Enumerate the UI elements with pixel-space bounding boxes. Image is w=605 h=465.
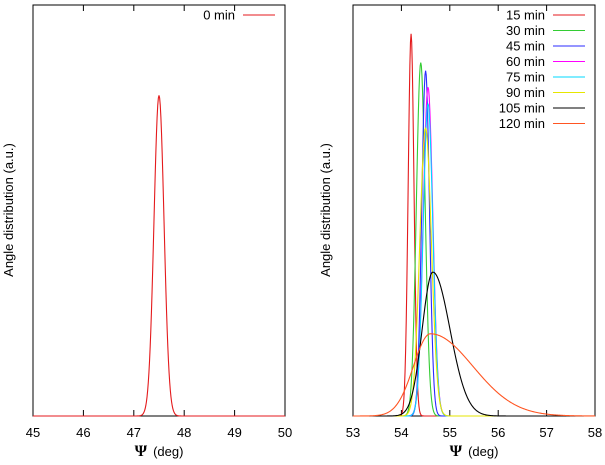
x-tick-label: 48 — [177, 425, 191, 440]
x-tick-label: 45 — [26, 425, 40, 440]
left-x-axis-symbol: Ψ — [135, 443, 148, 460]
x-tick-label: 57 — [539, 425, 553, 440]
left-panel: 45 46 47 48 49 50 0 min Angle distribution (a… — [1, 4, 292, 460]
left-x-axis-label: Ψ (deg) — [135, 443, 184, 460]
legend-label: 30 min — [506, 23, 545, 38]
x-tick-label: 56 — [491, 425, 505, 440]
series-line-105-min — [353, 271, 595, 417]
legend-label: 120 min — [499, 116, 545, 131]
legend-label: 45 min — [506, 39, 545, 54]
series-line-45-min — [353, 70, 595, 417]
left-legend: 0 min — [203, 8, 275, 23]
legend-label: 105 min — [499, 101, 545, 116]
x-tick-label: 53 — [346, 425, 360, 440]
x-tick-label: 58 — [588, 425, 602, 440]
right-x-axis-symbol: Ψ — [450, 443, 463, 460]
x-tick-label: 55 — [443, 425, 457, 440]
x-tick-label: 46 — [76, 425, 90, 440]
legend-label: 90 min — [506, 85, 545, 100]
series-line-120-min — [353, 333, 596, 417]
x-tick-label: 47 — [127, 425, 141, 440]
series-line-75-min — [353, 103, 595, 417]
legend-label: 0 min — [203, 8, 235, 23]
right-ticks: 53 54 55 56 57 58 — [346, 5, 602, 440]
right-plot-frame — [352, 4, 596, 417]
series-line-60-min — [353, 87, 595, 417]
left-curves — [33, 95, 285, 417]
x-tick-label: 49 — [227, 425, 241, 440]
legend-label: 15 min — [506, 8, 545, 23]
x-tick-label: 54 — [394, 425, 408, 440]
series-line-90-min — [353, 126, 595, 417]
left-y-axis-label: Angle distribution (a.u.) — [1, 143, 16, 277]
series-line-0-min — [33, 95, 285, 417]
legend-label: 60 min — [506, 54, 545, 69]
right-y-axis-label: Angle distribution (a.u.) — [318, 143, 333, 277]
x-tick-label: 50 — [278, 425, 292, 440]
series-line-30-min — [353, 62, 595, 417]
series-line-15-min — [353, 33, 595, 417]
left-ticks: 45 46 47 48 49 50 — [26, 5, 292, 440]
left-plot-frame — [32, 4, 286, 417]
legend-label: 75 min — [506, 70, 545, 85]
left-x-axis-unit: (deg) — [153, 444, 183, 459]
right-x-axis-label: Ψ (deg) — [450, 443, 499, 460]
right-x-axis-unit: (deg) — [468, 444, 498, 459]
right-curves — [353, 33, 596, 417]
